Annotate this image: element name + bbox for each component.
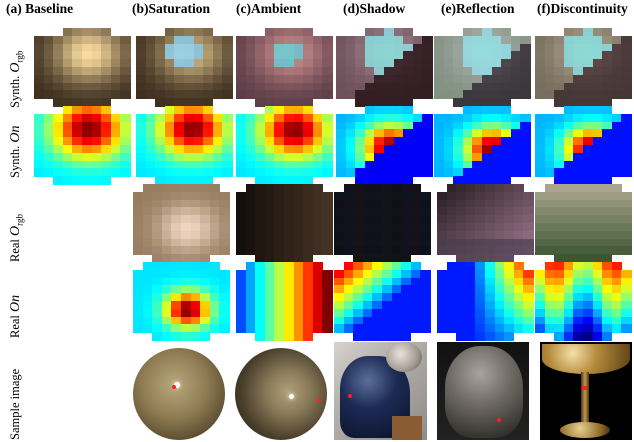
synth-n-heatmap-discontinuity (535, 106, 632, 185)
sample-sphere-highlight (289, 394, 294, 399)
sample-photo-reflection (437, 342, 529, 440)
synth-rgb-patch-reflection (434, 28, 531, 107)
sample-sphere-ambient (235, 348, 327, 440)
sample-photo-marker (348, 394, 352, 398)
row-label-synth-rgb: Synth. Orgb (8, 50, 25, 108)
row-label-synth-n: Synth. On (8, 125, 23, 178)
synth-n-heatmap-baseline (34, 106, 131, 185)
real-rgb-patch-shadow (334, 184, 431, 263)
row-label-sample-image: Sample image (8, 368, 22, 440)
sample-photo-marker (497, 418, 501, 422)
synth-rgb-patch-baseline (34, 28, 131, 107)
real-rgb-patch-discontinuity (535, 184, 632, 263)
column-header-ambient: (c)Ambient (236, 1, 302, 16)
column-header-discontinuity: (f)Discontinuity (537, 1, 628, 16)
real-rgb-patch-reflection (437, 184, 534, 263)
real-rgb-patch-ambient (236, 184, 333, 263)
sample-photo-discontinuity (540, 342, 632, 440)
row-label-real-n: Real On (8, 294, 23, 338)
synth-n-heatmap-reflection (434, 106, 531, 185)
real-n-heatmap-ambient (236, 262, 333, 341)
synth-n-heatmap-shadow (336, 106, 433, 185)
synth-rgb-patch-shadow (336, 28, 433, 107)
synth-n-heatmap-ambient (236, 106, 333, 185)
synth-rgb-patch-ambient (236, 28, 333, 107)
real-n-heatmap-discontinuity (535, 262, 632, 341)
real-n-heatmap-shadow (334, 262, 431, 341)
sample-sphere-highlight (174, 382, 180, 388)
sample-sphere-marker (172, 385, 176, 389)
real-rgb-patch-saturation (133, 184, 230, 263)
sample-photo-shadow (334, 342, 427, 440)
sample-sphere-saturation (133, 348, 225, 440)
synth-rgb-patch-saturation (136, 28, 233, 107)
column-header-baseline: (a) Baseline (6, 1, 74, 16)
column-header-reflection: (e)Reflection (441, 1, 515, 16)
real-n-heatmap-saturation (133, 262, 230, 341)
synth-rgb-patch-discontinuity (535, 28, 632, 107)
column-header-shadow: (d)Shadow (343, 1, 406, 16)
column-header-saturation: (b)Saturation (132, 1, 211, 16)
real-n-heatmap-reflection (437, 262, 534, 341)
row-label-real-rgb: Real Orgb (8, 213, 25, 262)
synth-n-heatmap-saturation (136, 106, 233, 185)
sample-sphere-marker (317, 398, 321, 402)
sample-photo-marker (582, 386, 587, 390)
